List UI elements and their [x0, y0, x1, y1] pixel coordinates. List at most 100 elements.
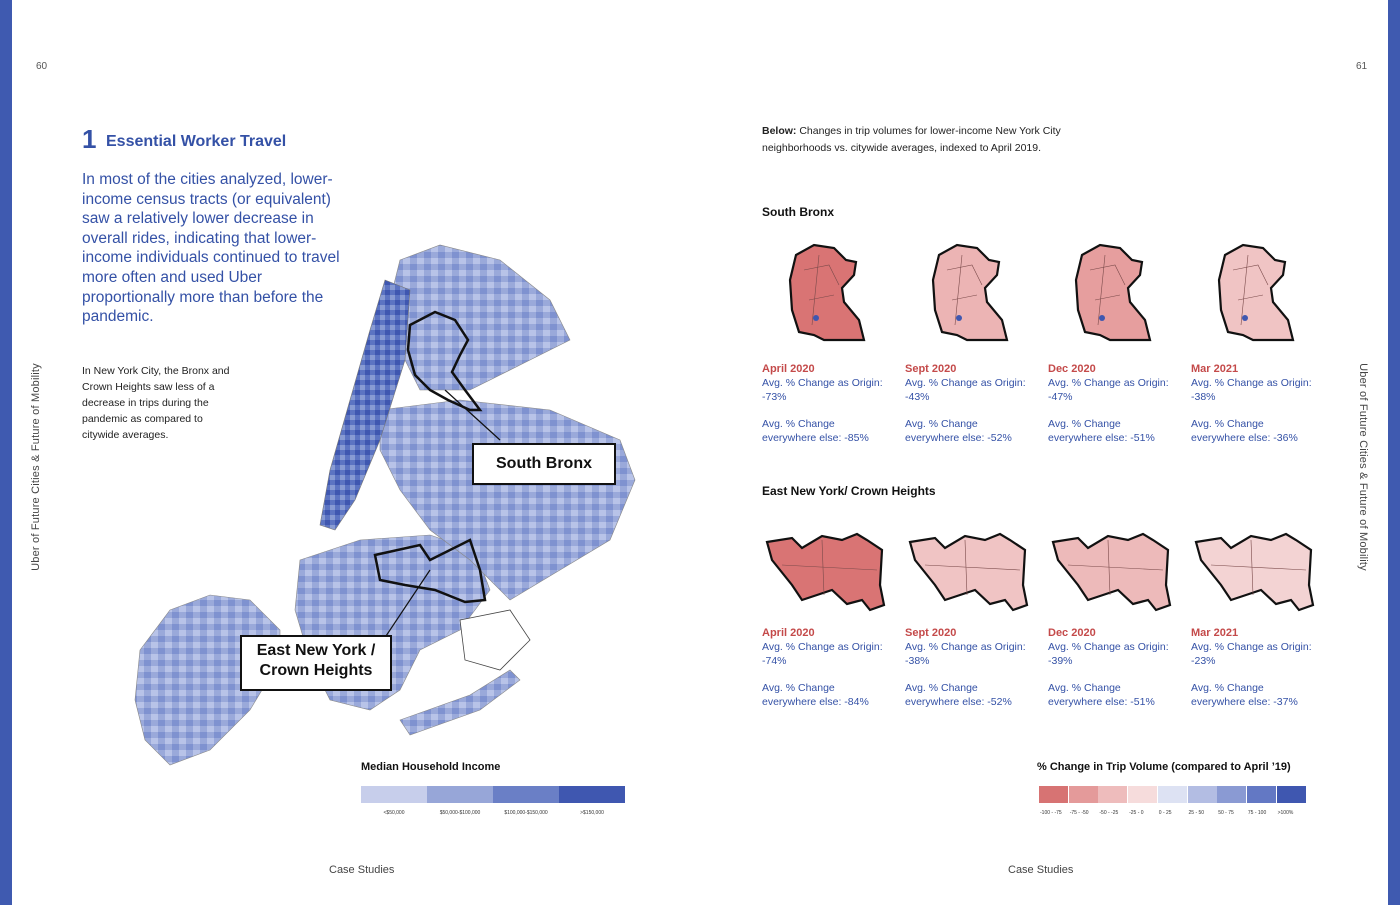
page-number-right: 61	[1356, 61, 1368, 72]
south_bronx-else-value-3: everywhere else: -51%	[1048, 432, 1155, 444]
income-legend-swatch-4	[559, 786, 625, 803]
change-legend-swatch-2	[1068, 786, 1098, 803]
south_bronx-origin-value-2: -43%	[905, 391, 930, 403]
east_ny-stat-2: Sept 2020 Avg. % Change as Origin: -38% Avg…	[905, 626, 1045, 709]
nyc-income-map	[134, 244, 636, 766]
change-legend-swatch-6	[1187, 786, 1217, 803]
change-legend-label-9: >100%	[1277, 810, 1294, 816]
south_bronx-date-1: April 2020	[762, 363, 815, 375]
south-bronx-title: South Bronx	[762, 205, 834, 219]
south_bronx-origin-value-4: -38%	[1191, 391, 1216, 403]
east_ny-else-value-3: everywhere else: -51%	[1048, 696, 1155, 708]
change-legend-label-1: -100 - -75	[1040, 810, 1062, 816]
side-label-right: Uber of Future Cities & Future of Mobili…	[1357, 363, 1369, 571]
change-legend-swatch-7	[1217, 786, 1247, 803]
south_bronx-origin-label-3: Avg. % Change as Origin:	[1048, 377, 1169, 389]
east_ny-else-label-1: Avg. % Change	[762, 682, 835, 694]
intro-body: Changes in trip volumes for lower-income…	[762, 125, 1061, 154]
south_bronx-else-value-2: everywhere else: -52%	[905, 432, 1012, 444]
change-legend-label-2: -75 - -50	[1069, 810, 1089, 816]
section-number: 1	[82, 124, 97, 154]
east_ny-date-2: Sept 2020	[905, 627, 957, 639]
east_ny-else-label-3: Avg. % Change	[1048, 682, 1121, 694]
income-legend-swatch-3	[493, 786, 559, 803]
south_bronx-stat-1: April 2020 Avg. % Change as Origin: -73% Av…	[762, 362, 902, 445]
change-legend-label-6: 25 - 50	[1188, 810, 1205, 816]
south_bronx-origin-value-3: -47%	[1048, 391, 1073, 403]
east_ny-else-label-4: Avg. % Change	[1191, 682, 1264, 694]
east_ny-stat-3: Dec 2020 Avg. % Change as Origin: -39% Avg.…	[1048, 626, 1188, 709]
east_ny-origin-label-2: Avg. % Change as Origin:	[905, 641, 1026, 653]
change-legend-swatch-1	[1039, 786, 1068, 803]
south_bronx-stat-4: Mar 2021 Avg. % Change as Origin: -38% Avg.…	[1191, 362, 1331, 445]
east_ny-else-value-4: everywhere else: -37%	[1191, 696, 1298, 708]
east-ny-title: East New York/ Crown Heights	[762, 484, 936, 498]
east_ny-date-1: April 2020	[762, 627, 815, 639]
change-legend-label-5: 0 - 25	[1158, 810, 1172, 816]
south_bronx-map-1	[784, 240, 874, 350]
income-legend-swatch-2	[427, 786, 493, 803]
east_ny-origin-label-1: Avg. % Change as Origin:	[762, 641, 883, 653]
east_ny-map-4	[1191, 530, 1315, 640]
section-title: Essential Worker Travel	[106, 133, 287, 150]
footer-right: Case Studies	[1008, 864, 1074, 876]
south_bronx-else-label-1: Avg. % Change	[762, 418, 835, 430]
page-number-left: 60	[36, 61, 48, 72]
east_ny-origin-value-4: -23%	[1191, 655, 1216, 667]
east_ny-origin-value-3: -39%	[1048, 655, 1073, 667]
change-legend-swatch-5	[1157, 786, 1187, 803]
south_bronx-map-2	[927, 240, 1017, 350]
change-legend-label-4: -25 - 0	[1129, 810, 1144, 816]
south_bronx-origin-label-1: Avg. % Change as Origin:	[762, 377, 883, 389]
income-legend-label-4: >$150,000	[580, 810, 604, 816]
intro-text: Below: Changes in trip volumes for lower…	[762, 123, 1062, 157]
south_bronx-map-3	[1070, 240, 1160, 350]
income-legend-swatch-1	[361, 786, 427, 803]
south_bronx-else-label-3: Avg. % Change	[1048, 418, 1121, 430]
footer-left: Case Studies	[329, 864, 395, 876]
callout-east-new-york: East New York / Crown Heights	[240, 635, 392, 691]
change-legend-label-3: -50 - -25	[1099, 810, 1119, 816]
south_bronx-else-label-2: Avg. % Change	[905, 418, 978, 430]
income-legend-label-1: <$50,000	[383, 810, 405, 816]
south_bronx-date-2: Sept 2020	[905, 363, 957, 375]
change-legend-swatch-4	[1128, 786, 1158, 803]
east_ny-date-3: Dec 2020	[1048, 627, 1096, 639]
south_bronx-else-value-4: everywhere else: -36%	[1191, 432, 1298, 444]
south_bronx-origin-label-4: Avg. % Change as Origin:	[1191, 377, 1312, 389]
south_bronx-else-value-1: everywhere else: -85%	[762, 432, 869, 444]
east_ny-origin-label-4: Avg. % Change as Origin:	[1191, 641, 1312, 653]
east_ny-else-label-2: Avg. % Change	[905, 682, 978, 694]
south_bronx-origin-value-1: -73%	[762, 391, 787, 403]
change-legend-swatch-8	[1246, 786, 1276, 803]
south_bronx-else-label-4: Avg. % Change	[1191, 418, 1264, 430]
change-legend-title: % Change in Trip Volume (compared to Apr…	[1037, 761, 1291, 773]
income-legend-label-2: $50,000-$100,000	[439, 810, 481, 816]
change-legend-label-7: 50 - 75	[1218, 810, 1234, 816]
change-legend-swatch-9	[1276, 786, 1306, 803]
south_bronx-map-4	[1213, 240, 1303, 350]
east_ny-stat-1: April 2020 Avg. % Change as Origin: -74% Av…	[762, 626, 902, 709]
change-legend-swatch-3	[1098, 786, 1128, 803]
east_ny-else-value-2: everywhere else: -52%	[905, 696, 1012, 708]
body-paragraph: In New York City, the Bronx and Crown He…	[82, 365, 230, 441]
east_ny-date-4: Mar 2021	[1191, 627, 1239, 639]
south_bronx-stat-3: Dec 2020 Avg. % Change as Origin: -47% Avg.…	[1048, 362, 1188, 445]
income-legend-label-3: $100,000-$150,000	[504, 810, 548, 816]
callout-south-bronx: South Bronx	[472, 443, 616, 485]
side-label-left: Uber of Future Cities & Future of Mobili…	[30, 363, 42, 571]
east_ny-map-2	[905, 530, 1029, 640]
east_ny-stat-4: Mar 2021 Avg. % Change as Origin: -23% Avg.…	[1191, 626, 1331, 709]
east_ny-map-1	[762, 530, 886, 640]
callout-eny-line2: Crown Heights	[259, 662, 373, 679]
lead-paragraph: In most of the cities analyzed, lower-in…	[82, 171, 340, 326]
income-legend-title: Median Household Income	[361, 761, 501, 773]
east_ny-origin-label-3: Avg. % Change as Origin:	[1048, 641, 1169, 653]
south_bronx-stat-2: Sept 2020 Avg. % Change as Origin: -43% Avg…	[905, 362, 1045, 445]
south_bronx-date-4: Mar 2021	[1191, 363, 1239, 375]
page-edge-left	[0, 0, 12, 905]
south_bronx-origin-label-2: Avg. % Change as Origin:	[905, 377, 1026, 389]
callout-eny-line1: East New York /	[256, 642, 376, 659]
east_ny-else-value-1: everywhere else: -84%	[762, 696, 869, 708]
east_ny-origin-value-2: -38%	[905, 655, 930, 667]
